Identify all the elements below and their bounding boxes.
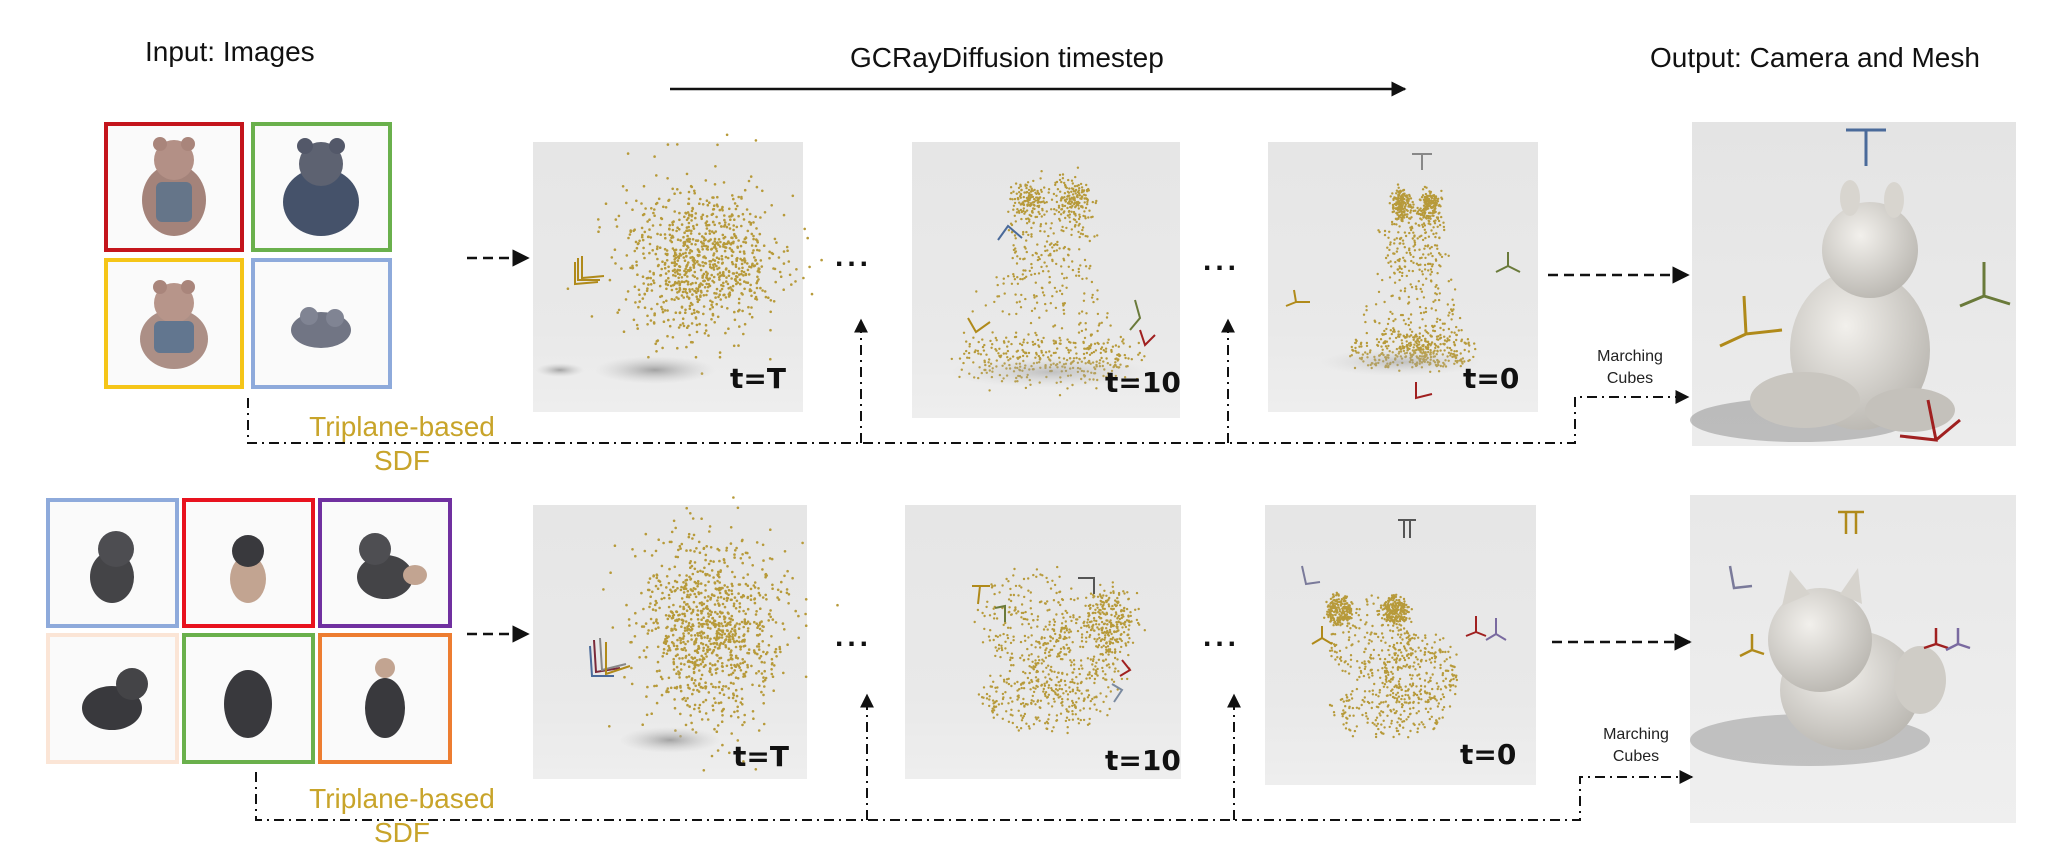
step-label-row1-t10: t=10 [1105,366,1181,399]
timestep-heading: GCRayDiffusion timestep [850,42,1164,73]
step-panel-row2-t0 [1265,505,1536,785]
sdf-label-line2: SDF [374,445,430,476]
step-label-row1-tT: t=T [730,362,786,395]
noise-cloud-row2 [602,496,839,772]
sdf-label-line1: Triplane-based [309,783,495,814]
output-mesh-cat [1690,568,1946,766]
cat-thumbnails [82,531,427,738]
marching-cubes-label-row1: Marching Cubes [1590,346,1670,390]
sdf-line-row2 [255,770,1694,821]
input-view-1 [46,498,179,628]
cat-points-row2-final [1323,591,1459,739]
ellipsis-row2-a: ... [835,620,873,653]
cameras-row1-output [1719,128,2011,442]
noise-cloud-row1 [566,133,823,375]
step-label-row2-t0: t=0 [1460,738,1517,771]
step-panel-row2-t10 [905,505,1181,779]
bear-thumbnails [140,137,359,369]
step-label-row2-tT: t=T [733,740,789,773]
sdf-label-line1: Triplane-based [309,411,495,442]
step-label-row2-t10: t=10 [1105,744,1181,777]
output-heading: Output: Camera and Mesh [1650,42,1980,73]
bear-points-row1-final [1349,183,1477,373]
ellipsis-row2-b: ... [1203,620,1241,653]
sdf-label-row1: Triplane-based SDF [300,410,504,478]
cameras-row2-t10 [972,577,1132,703]
mc-line1: Marching [1603,726,1669,743]
step-label-row1-t0: t=0 [1463,362,1520,395]
sdf-label-row2: Triplane-based SDF [300,782,504,850]
marching-cubes-label-row2: Marching Cubes [1596,724,1676,768]
cameras-row1-t10 [967,224,1156,347]
mc-line2: Cubes [1612,748,1660,765]
sdf-line-row1 [247,390,1690,444]
camera-cluster-row2 [589,637,631,677]
sdf-label-line2: SDF [374,817,430,848]
ellipsis-row1-b: ... [1203,244,1241,277]
cameras-row2-output [1728,510,1971,658]
input-heading: Input: Images [145,36,315,67]
cameras-row1-t0 [1285,153,1521,400]
cameras-row2-t0 [1301,519,1507,645]
mc-line2: Cubes [1606,370,1654,387]
ellipsis-row1-a: ... [835,240,873,273]
camera-cluster-row1 [574,256,605,286]
cat-points-row2 [973,565,1147,735]
mc-line1: Marching [1597,348,1663,365]
output-mesh-bear [1690,180,1955,442]
bear-points-row1 [950,166,1146,397]
